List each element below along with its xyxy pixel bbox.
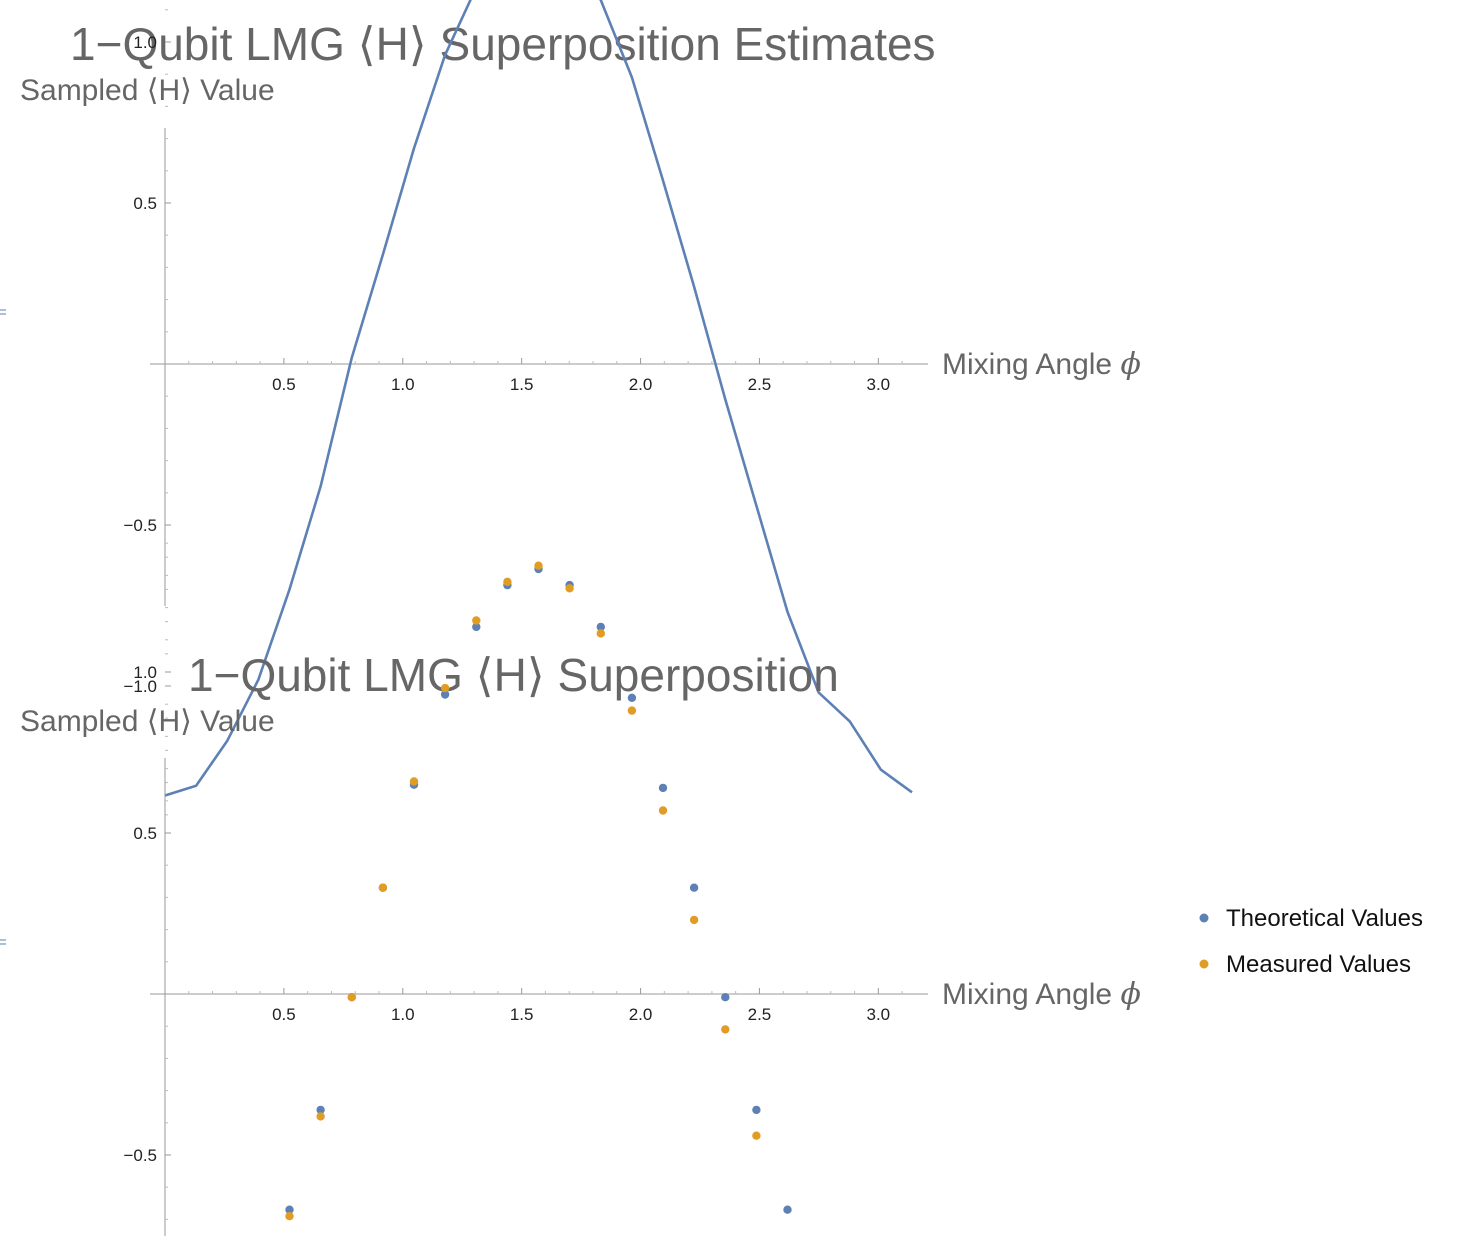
measured-point bbox=[409, 777, 419, 786]
theoretical-point bbox=[752, 1105, 761, 1115]
y-tick-label: 1.0 bbox=[133, 33, 157, 52]
measured-point bbox=[472, 616, 481, 625]
measured-point bbox=[503, 577, 512, 586]
measured-point bbox=[627, 706, 637, 715]
measured-point bbox=[596, 629, 605, 638]
x-tick-label: 1.0 bbox=[391, 1005, 415, 1024]
theoretical-point bbox=[285, 1205, 294, 1214]
theoretical-point bbox=[783, 1205, 792, 1214]
measured-point bbox=[378, 883, 388, 892]
x-tick-label: 1.5 bbox=[510, 375, 534, 394]
estimates-line-chart: 1−Qubit LMG ⟨H⟩ Superposition Estimates … bbox=[0, 0, 1141, 816]
x-tick-label: 3.0 bbox=[867, 375, 891, 394]
superposition-scatter-chart: 1−Qubit LMG ⟨H⟩ Superposition Sampled ⟨H… bbox=[0, 542, 1423, 1236]
x-tick-label: 1.0 bbox=[391, 375, 415, 394]
theoretical-point bbox=[472, 622, 481, 632]
theoretical-point bbox=[316, 1105, 325, 1115]
x-axis-label: Mixing Angle ϕ bbox=[942, 977, 1141, 1012]
measured-point bbox=[440, 683, 450, 693]
x-tick-label: 0.5 bbox=[272, 375, 296, 394]
x-tick-label: 1.5 bbox=[510, 1005, 534, 1024]
theoretical-point bbox=[658, 783, 668, 793]
axes: 0.5 1.0 1.5 2.0 2.5 3.0 −1.0 −0.5 0.5 1.0 bbox=[0, 9, 928, 816]
x-axis-label-symbol: ϕ bbox=[1120, 977, 1140, 1012]
legend: Theoretical Values Measured Values bbox=[1199, 905, 1423, 978]
legend-label-measured: Measured Values bbox=[1226, 951, 1411, 978]
x-axis-label-symbol: ϕ bbox=[1120, 347, 1140, 382]
measured-point bbox=[658, 806, 668, 815]
legend-marker-measured bbox=[1199, 959, 1209, 969]
chart-title: 1−Qubit LMG ⟨H⟩ Superposition bbox=[188, 649, 839, 701]
x-tick-label: 2.0 bbox=[629, 375, 653, 394]
plot-marks bbox=[285, 561, 792, 1221]
chart-title: 1−Qubit LMG ⟨H⟩ Superposition Estimates bbox=[70, 18, 936, 70]
y-axis-label: Sampled ⟨H⟩ Value bbox=[20, 74, 275, 107]
y-tick-label: 0.5 bbox=[133, 824, 157, 843]
theoretical-point bbox=[627, 693, 637, 702]
x-tick-label: 0.5 bbox=[272, 1005, 296, 1024]
x-axis-label-text: Mixing Angle bbox=[942, 978, 1112, 1011]
measured-point bbox=[721, 1025, 730, 1034]
plot-marks bbox=[164, 0, 913, 797]
measured-point bbox=[285, 1212, 294, 1221]
y-tick-label: 1.0 bbox=[133, 663, 157, 682]
theoretical-point bbox=[440, 690, 450, 699]
measured-point bbox=[689, 915, 699, 925]
x-axis-label: Mixing Angle ϕ bbox=[942, 347, 1141, 382]
x-tick-label: 2.5 bbox=[748, 1005, 772, 1024]
legend-label-theoretical: Theoretical Values bbox=[1226, 905, 1423, 932]
theoretical-point bbox=[689, 883, 699, 892]
x-tick-label: 2.5 bbox=[748, 375, 772, 394]
theoretical-point bbox=[596, 622, 605, 632]
measured-point bbox=[534, 561, 543, 570]
y-tick-label: −0.5 bbox=[123, 1146, 157, 1165]
measured-point bbox=[347, 993, 356, 1002]
y-tick-label: −0.5 bbox=[123, 516, 157, 535]
x-tick-label: 3.0 bbox=[867, 1005, 891, 1024]
y-axis-label: Sampled ⟨H⟩ Value bbox=[20, 705, 275, 738]
x-tick-label: 2.0 bbox=[629, 1005, 653, 1024]
y-tick-label: −1.0 bbox=[123, 677, 157, 696]
series-line-theoretical bbox=[164, 0, 913, 797]
x-axis-label-text: Mixing Angle bbox=[942, 348, 1112, 381]
measured-point bbox=[316, 1112, 325, 1121]
y-tick-label: 0.5 bbox=[133, 194, 157, 213]
measured-point bbox=[565, 584, 574, 593]
theoretical-point bbox=[721, 993, 730, 1002]
axes: 0.5 1.0 1.5 2.0 2.5 3.0 −1.0 −0.5 0.5 1.0 bbox=[0, 542, 928, 1236]
legend-marker-theoretical bbox=[1199, 913, 1209, 923]
measured-point bbox=[752, 1131, 761, 1140]
